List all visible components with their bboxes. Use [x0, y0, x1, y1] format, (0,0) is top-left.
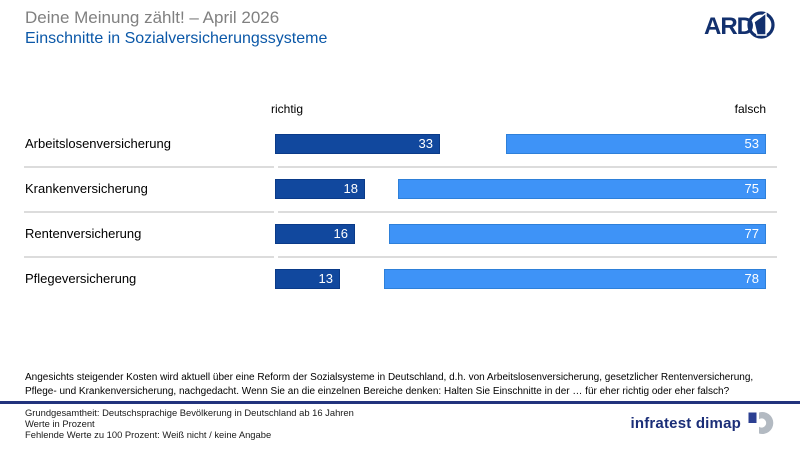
column-header-falsch: falsch: [734, 102, 766, 116]
svg-text:ARD: ARD: [704, 13, 754, 40]
bar-falsch: 75: [398, 179, 766, 199]
column-header-richtig: richtig: [271, 102, 304, 116]
bar-value: 77: [744, 226, 759, 241]
row-separator: [278, 166, 777, 168]
bar-value: 33: [418, 136, 433, 151]
note-unit: Werte in Prozent: [25, 418, 95, 429]
row-separator: [278, 256, 777, 258]
row-separator: [24, 211, 274, 213]
bar-falsch: 53: [506, 134, 766, 154]
methodology-notes: Grundgesamtheit: Deutschsprachige Bevölk…: [25, 407, 354, 440]
program-supertitle: Deine Meinung zählt! – April 2026: [25, 8, 280, 27]
row-separator: [24, 256, 274, 258]
bar-value: 53: [744, 136, 759, 151]
bar-falsch: 77: [389, 224, 766, 244]
bar-value: 75: [744, 181, 759, 196]
infratest-dimap-logo: infratest dimap: [630, 410, 776, 436]
row-separator: [24, 166, 274, 168]
survey-question: Angesichts steigender Kosten wird aktuel…: [25, 372, 754, 397]
bar-value: 18: [343, 181, 358, 196]
category-label: Pflegeversicherung: [25, 271, 137, 286]
bar-value: 13: [318, 271, 333, 286]
bar-value: 78: [744, 271, 759, 286]
note-missing: Fehlende Werte zu 100 Prozent: Weiß nich…: [25, 429, 272, 440]
bar-value: 16: [333, 226, 348, 241]
category-label: Krankenversicherung: [25, 181, 148, 196]
bar-richtig: 16: [275, 224, 355, 244]
category-label: Arbeitslosenversicherung: [25, 136, 171, 151]
ard-logo: ARD: [704, 7, 776, 48]
bar-richtig: 18: [275, 179, 365, 199]
infratest-dimap-wordmark: infratest dimap: [630, 414, 741, 432]
note-population: Grundgesamtheit: Deutschsprachige Bevölk…: [25, 407, 354, 418]
ard-logo-graphic: ARD: [704, 11, 775, 40]
infratest-dimap-mark-icon: [748, 412, 774, 434]
bar-richtig: 13: [275, 269, 340, 289]
bar-falsch: 78: [384, 269, 766, 289]
bar-richtig: 33: [275, 134, 440, 154]
page-title: Einschnitte in Sozialversicherungssystem…: [25, 30, 328, 47]
footer-divider: [0, 401, 800, 404]
row-separator: [278, 211, 777, 213]
category-label: Rentenversicherung: [25, 226, 142, 241]
